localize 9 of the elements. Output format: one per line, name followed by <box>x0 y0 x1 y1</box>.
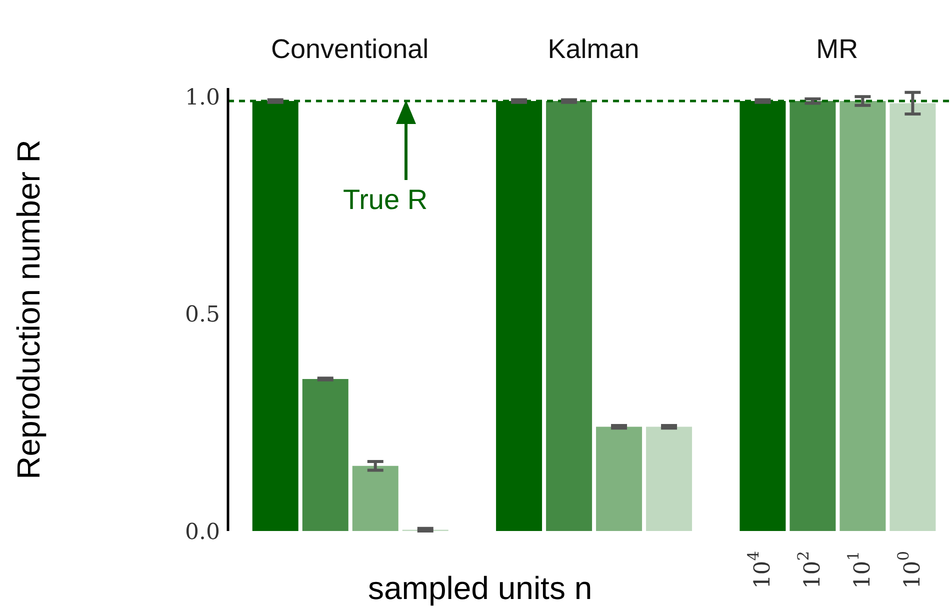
y-tick-label: 1.0 <box>185 85 220 110</box>
x-tick-label: Kalman <box>548 34 640 64</box>
x-tick-label: MR <box>816 34 858 64</box>
y-axis-title: Reproduction number R <box>10 140 46 480</box>
y-tick-label: 0.0 <box>185 520 220 545</box>
x-axis-title: sampled units n <box>368 570 592 607</box>
x-tick-label: Conventional <box>271 34 429 64</box>
annotation: True R <box>343 184 428 216</box>
y-tick-label: 0.5 <box>185 302 220 328</box>
